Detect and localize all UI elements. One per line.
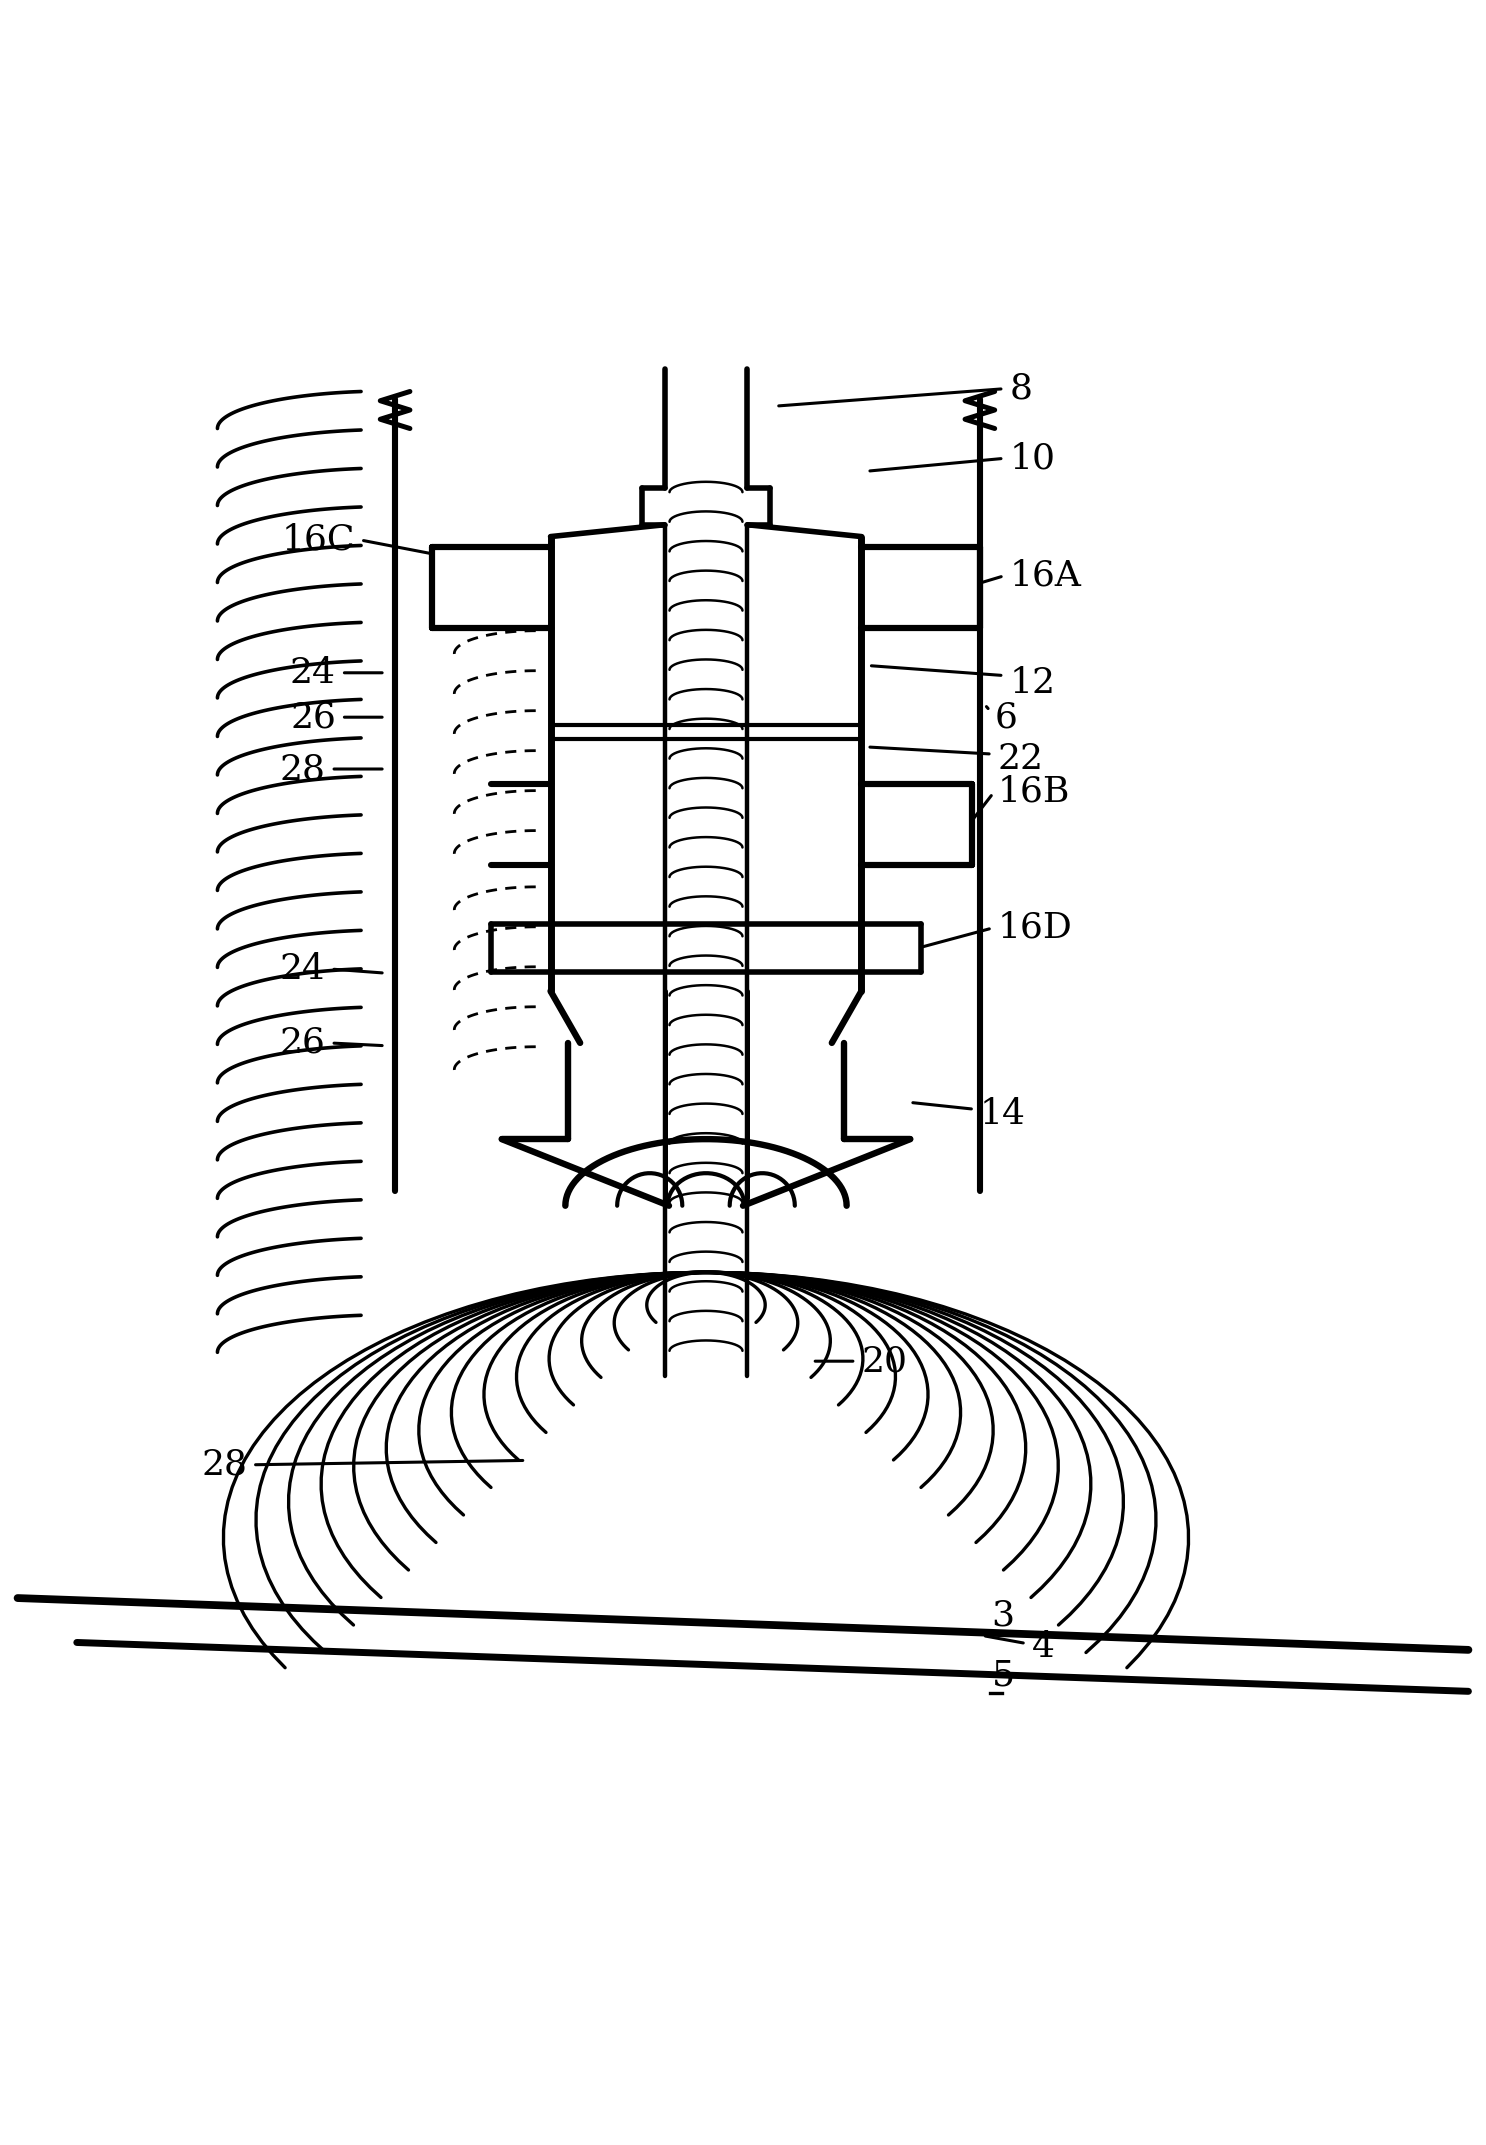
Text: 28: 28: [201, 1448, 247, 1482]
Text: 5: 5: [991, 1658, 1015, 1692]
Text: 6: 6: [994, 699, 1018, 734]
Text: 10: 10: [1009, 442, 1055, 474]
Text: 20: 20: [862, 1345, 908, 1379]
Text: 16B: 16B: [997, 774, 1070, 809]
Text: 22: 22: [997, 742, 1043, 776]
Text: 4: 4: [1031, 1630, 1055, 1665]
Text: 24: 24: [290, 656, 336, 691]
Text: 28: 28: [279, 753, 325, 785]
Text: 16C: 16C: [282, 523, 355, 556]
Text: 24: 24: [279, 952, 325, 987]
Bar: [432, 547, 550, 628]
Text: 12: 12: [1009, 667, 1055, 699]
Text: 14: 14: [979, 1096, 1025, 1130]
Bar: [862, 783, 972, 864]
Text: 16A: 16A: [1009, 558, 1082, 592]
Bar: [862, 547, 979, 628]
Text: 26: 26: [290, 699, 336, 734]
Text: 3: 3: [991, 1598, 1015, 1632]
Text: 16D: 16D: [997, 909, 1073, 944]
Text: 8: 8: [1009, 371, 1033, 405]
Text: 26: 26: [279, 1025, 325, 1060]
